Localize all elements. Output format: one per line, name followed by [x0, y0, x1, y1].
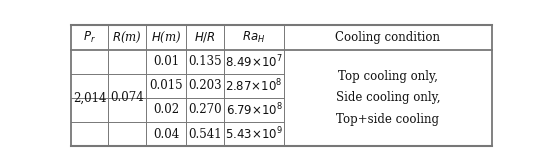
Text: $P_r$: $P_r$ — [83, 30, 96, 45]
Text: Cooling condition: Cooling condition — [335, 31, 440, 44]
Text: $R$(m): $R$(m) — [113, 30, 142, 45]
Text: $5.43×10^{9}$: $5.43×10^{9}$ — [225, 126, 283, 142]
Text: 0.074: 0.074 — [110, 91, 144, 104]
Text: $6.79×10^{8}$: $6.79×10^{8}$ — [226, 102, 283, 118]
Text: $2.87×10^{8}$: $2.87×10^{8}$ — [226, 77, 283, 94]
Text: 0.270: 0.270 — [188, 103, 222, 116]
Text: Top+side cooling: Top+side cooling — [337, 113, 439, 126]
Text: 0.203: 0.203 — [188, 79, 222, 92]
Text: $H$(m): $H$(m) — [151, 30, 182, 45]
Text: $H/R$: $H/R$ — [194, 30, 216, 44]
Text: 0.541: 0.541 — [188, 127, 222, 140]
Text: 2,014: 2,014 — [72, 91, 106, 104]
Text: Top cooling only,: Top cooling only, — [338, 70, 438, 83]
Text: 0.01: 0.01 — [153, 55, 180, 68]
Text: Side cooling only,: Side cooling only, — [335, 91, 440, 104]
Text: 0.135: 0.135 — [188, 55, 222, 68]
Text: 0.02: 0.02 — [153, 103, 180, 116]
Text: $Ra_H$: $Ra_H$ — [243, 30, 266, 45]
Text: 0.015: 0.015 — [149, 79, 183, 92]
Text: 0.04: 0.04 — [153, 127, 180, 140]
Text: $8.49×10^{7}$: $8.49×10^{7}$ — [225, 53, 283, 70]
